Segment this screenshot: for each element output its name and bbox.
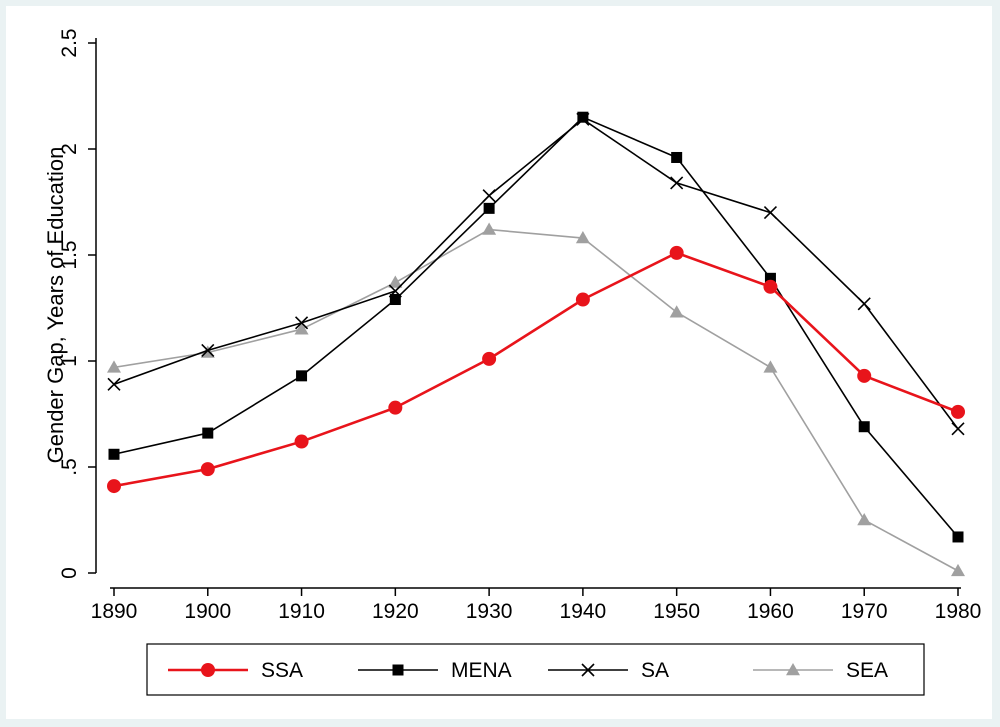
x-tick-label: 1910 (278, 600, 325, 623)
data-point-ssa (388, 400, 403, 415)
x-tick-label: 1950 (653, 600, 700, 623)
data-point-sa (670, 176, 684, 190)
data-point-sa (951, 422, 965, 436)
legend: SSA MENA SA SEA (146, 643, 925, 696)
legend-marker-ssa (201, 663, 215, 677)
y-tick-label: 1 (58, 355, 81, 367)
series-ssa (107, 245, 965, 494)
data-point-sea (482, 222, 497, 235)
data-point-mena (952, 531, 964, 543)
y-tick-label: .5 (58, 458, 81, 476)
data-point-sa-stroke (763, 206, 778, 220)
data-point-sea (669, 305, 684, 318)
y-tick-label: 2.5 (58, 28, 81, 57)
data-point-mena (202, 427, 214, 439)
data-point-mena (389, 294, 401, 306)
series-sa (107, 112, 965, 436)
data-point-mena (858, 421, 870, 433)
data-point-ssa (951, 404, 965, 419)
legend-marker-sa (581, 663, 595, 677)
data-point-mena (577, 111, 589, 123)
data-point-sea (107, 360, 121, 373)
x-tick-label: 1970 (841, 600, 888, 623)
series-line-sea (113, 228, 959, 572)
data-point-sea (575, 231, 590, 244)
data-point-sa (482, 189, 496, 203)
data-point-sea (857, 513, 872, 526)
data-point-sea (951, 563, 965, 577)
data-point-sea (294, 322, 309, 335)
series-line-sa (113, 118, 959, 430)
x-tick-label: 1960 (747, 600, 794, 623)
data-point-ssa (857, 368, 872, 383)
data-point-sa (857, 297, 871, 311)
data-point-sea (763, 360, 778, 373)
data-point-sa-stroke (201, 343, 215, 357)
data-point-ssa (482, 351, 497, 366)
legend-label-mena: MENA (451, 659, 512, 682)
data-point-sa (107, 377, 121, 391)
data-point-ssa (669, 245, 684, 260)
data-point-sa-stroke (857, 297, 871, 311)
data-point-ssa (200, 462, 215, 477)
legend-marker-sea (786, 663, 800, 676)
data-point-sa-stroke (107, 377, 121, 391)
data-point-sa (763, 206, 778, 220)
data-point-sa-stroke (294, 316, 309, 330)
data-point-sa (294, 316, 309, 330)
series-line-mena (113, 116, 959, 538)
data-point-sa-stroke (670, 176, 684, 190)
chart-frame: Gender Gap, Years of Education 0 .5 1 1.5 2 2… (6, 6, 992, 719)
y-axis-title: Gender Gap, Years of Education (43, 147, 68, 464)
legend-item-sea: SEA (753, 659, 888, 682)
legend-label-sa: SA (641, 659, 669, 682)
series-layer (107, 111, 965, 577)
legend-item-ssa: SSA (168, 659, 303, 682)
x-tick-label: 1920 (372, 600, 419, 623)
x-tick-label: 1980 (935, 600, 982, 623)
data-point-mena (671, 151, 683, 163)
x-tick-label: 1930 (466, 600, 513, 623)
data-point-ssa (294, 434, 309, 449)
legend-label-ssa: SSA (261, 659, 303, 682)
series-mena (108, 111, 964, 543)
data-point-sa-stroke (951, 422, 965, 436)
legend-marker-sa-stroke (581, 663, 595, 677)
x-tick-label: 1940 (560, 600, 607, 623)
data-point-sa-stroke (482, 189, 496, 203)
x-tick-label: 1900 (184, 600, 231, 623)
y-tick-label: 2 (58, 143, 81, 155)
data-point-sa (201, 343, 215, 357)
data-point-mena (108, 448, 120, 460)
data-point-sea (388, 275, 403, 288)
line-chart: Gender Gap, Years of Education 0 .5 1 1.5 2 2… (43, 28, 982, 696)
y-tick-label: 0 (58, 567, 81, 579)
legend-item-mena: MENA (358, 659, 512, 682)
legend-item-sa: SA (548, 659, 669, 682)
data-point-mena (483, 202, 495, 214)
series-line-ssa (113, 251, 959, 488)
y-tick-label: 1.5 (58, 240, 81, 269)
series-sea (107, 222, 965, 577)
legend-label-sea: SEA (846, 659, 888, 682)
data-point-mena (296, 370, 308, 382)
x-axis-ticks: 1890 1900 1910 1920 1930 1940 1950 1960 1970 1980 (91, 588, 982, 623)
data-point-mena (764, 272, 776, 284)
x-tick-label: 1890 (91, 600, 138, 623)
data-point-ssa (763, 279, 778, 294)
data-point-ssa (575, 292, 590, 307)
y-axis-ticks: 0 .5 1 1.5 2 2.5 (58, 28, 96, 579)
legend-marker-mena (392, 664, 404, 676)
data-point-ssa (107, 479, 121, 494)
